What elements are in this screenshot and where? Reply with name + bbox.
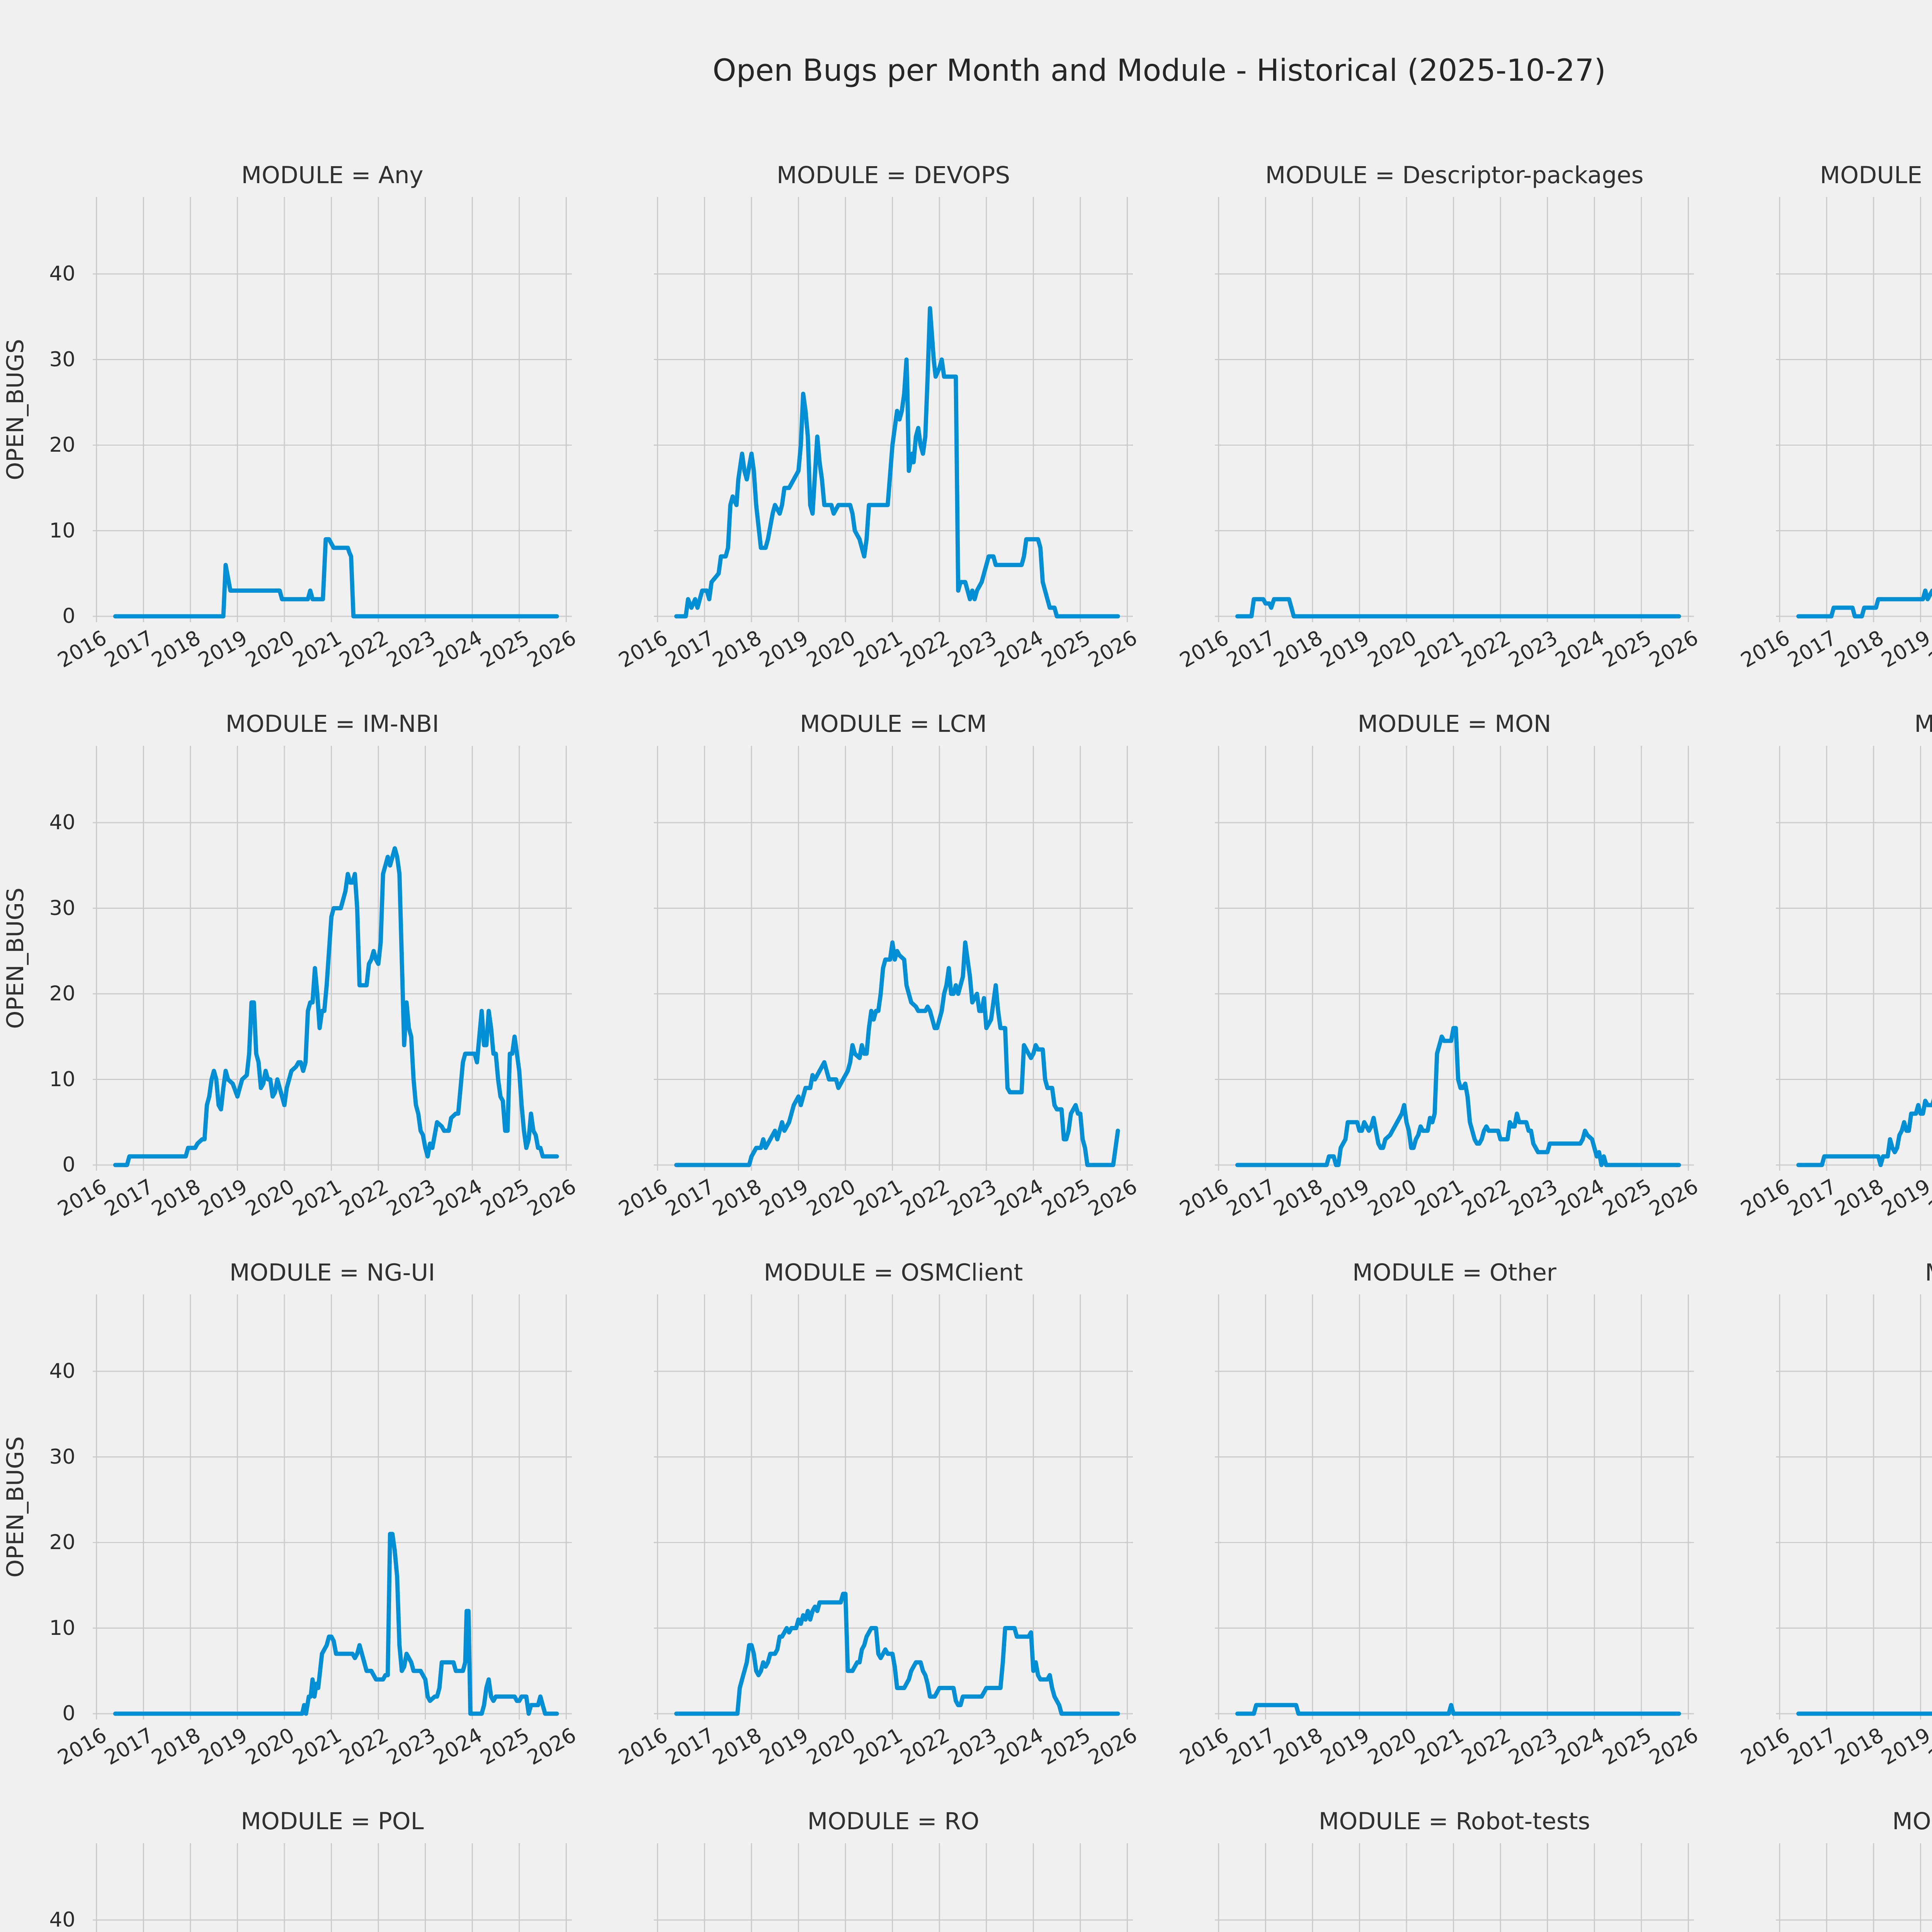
series-line — [674, 1592, 1120, 1716]
facet-im-nbi: MODULE = IM-NBI 2016 2017 2018 2019 2020 2021 2… — [2, 710, 580, 1221]
facet-title: MODULE = Any — [241, 162, 423, 189]
facet-descriptor-packages: MODULE = Descriptor-packages 2016 2017 2018… — [1176, 162, 1702, 672]
plot-area — [1776, 746, 1932, 1171]
facet-ng-ui: MODULE = NG-UI 2016 2017 2018 2019 2020 2021 20… — [2, 1259, 580, 1770]
facet-n2vc: MODULE = N2VC201620172018201920202021202… — [1737, 710, 1932, 1221]
facet-title: MODULE = DEVOPS — [776, 162, 1010, 189]
facet-title: MODULE = PLA — [1776, 1259, 1932, 1286]
facet-devops: MODULE = DEVOPS 2016 2017 2018 2019 2020 2021 2… — [615, 162, 1141, 672]
plot-area — [93, 746, 572, 1171]
y-tick-label: 0 — [62, 1153, 75, 1177]
y-tick-label: 20 — [49, 433, 75, 457]
facet-documentation-wiki: MODULE = Documentation / Wiki20162017201… — [1737, 162, 1932, 672]
series-line — [1796, 1098, 1932, 1167]
plot-area — [93, 1843, 572, 1932]
plot-area — [1215, 197, 1694, 622]
plot-area — [1215, 746, 1694, 1171]
y-tick-label: 20 — [49, 1531, 75, 1554]
plot-area — [1215, 1843, 1694, 1932]
facet-title: MODULE = Robot-tests — [1318, 1808, 1590, 1835]
facet-title: MODULE = MON — [1357, 710, 1551, 738]
facet-title: MODULE = IM-NBI — [225, 710, 439, 738]
facet-title: MODULE = Unknown — [1892, 1808, 1932, 1835]
series-line — [1796, 588, 1932, 619]
facet-title: MODULE = Other — [1352, 1259, 1556, 1286]
y-tick-label: 30 — [49, 347, 75, 371]
plot-area — [654, 746, 1133, 1171]
plot-area — [1215, 1294, 1694, 1719]
y-axis-label: OPEN_BUGS — [2, 888, 29, 1029]
figure-title: Open Bugs per Month and Module - Histori… — [713, 53, 1606, 88]
y-axis-label: OPEN_BUGS — [2, 339, 29, 480]
y-tick-label: 10 — [49, 519, 75, 543]
facet-lcm: MODULE = LCM 2016 2017 2018 2019 2020 2021 2022… — [615, 710, 1141, 1221]
facet-title: MODULE = NG-UI — [229, 1259, 435, 1286]
y-tick-label: 20 — [49, 982, 75, 1005]
y-tick-label: 30 — [49, 896, 75, 920]
y-axis-label: OPEN_BUGS — [2, 1436, 29, 1578]
series-line — [1796, 1711, 1932, 1716]
plot-area — [654, 1843, 1133, 1932]
series-line — [1235, 1026, 1681, 1167]
plot-area — [654, 197, 1133, 622]
y-tick-label: 40 — [49, 811, 75, 834]
facet-mon: MODULE = MON 2016 2017 2018 2019 2020 2021 2022… — [1176, 710, 1702, 1221]
y-tick-label: 40 — [49, 262, 75, 286]
series-line — [674, 306, 1120, 619]
series-line — [113, 537, 559, 619]
series-line — [1235, 1703, 1681, 1716]
plot-area — [1776, 197, 1932, 622]
plot-area — [654, 1294, 1133, 1719]
plot-area — [93, 1294, 572, 1719]
facet-title: MODULE = LCM — [800, 710, 987, 738]
facet-other: MODULE = Other 2016 2017 2018 2019 2020 2021 20… — [1176, 1259, 1702, 1770]
series-line — [1235, 597, 1681, 619]
facet-pol: MODULE = POL2016201720182019202020212022… — [49, 1808, 572, 1932]
facet-title: MODULE = POL — [241, 1808, 424, 1835]
facet-any: MODULE = Any 2016 2017 2018 2019 2020 2021 2022… — [2, 162, 580, 672]
plot-area — [1776, 1843, 1932, 1932]
facet-title: MODULE = N2VC — [1914, 710, 1932, 738]
facet-title: MODULE = OSMClient — [764, 1259, 1023, 1286]
y-tick-label: 10 — [49, 1067, 75, 1091]
series-line — [113, 846, 559, 1167]
facet-pla: MODULE = PLA2016201720182019202020212022… — [1737, 1259, 1932, 1770]
y-tick-label: 0 — [62, 1702, 75, 1725]
facet-title: MODULE = Documentation / Wiki — [1820, 162, 1932, 189]
plot-area — [93, 197, 572, 622]
facet-robot-tests: MODULE = Robot-tests20162017201820192020… — [1215, 1808, 1694, 1932]
y-tick-label: 0 — [62, 604, 75, 628]
y-tick-label: 10 — [49, 1616, 75, 1640]
y-tick-label: 40 — [49, 1908, 75, 1932]
facet-ro: MODULE = RO20162017201820192020202120222… — [654, 1808, 1133, 1932]
facet-unknown: MODULE = Unknown201620172018201920202021… — [1776, 1808, 1932, 1932]
facet-title: MODULE = Descriptor-packages — [1265, 162, 1644, 189]
plot-area — [1776, 1294, 1932, 1719]
facet-title: MODULE = RO — [807, 1808, 980, 1835]
series-line — [113, 1532, 559, 1716]
y-tick-label: 30 — [49, 1445, 75, 1469]
y-tick-label: 40 — [49, 1359, 75, 1383]
facet-osmclient: MODULE = OSMClient 2016 2017 2018 2019 2020 20… — [615, 1259, 1141, 1770]
series-line — [674, 940, 1120, 1167]
